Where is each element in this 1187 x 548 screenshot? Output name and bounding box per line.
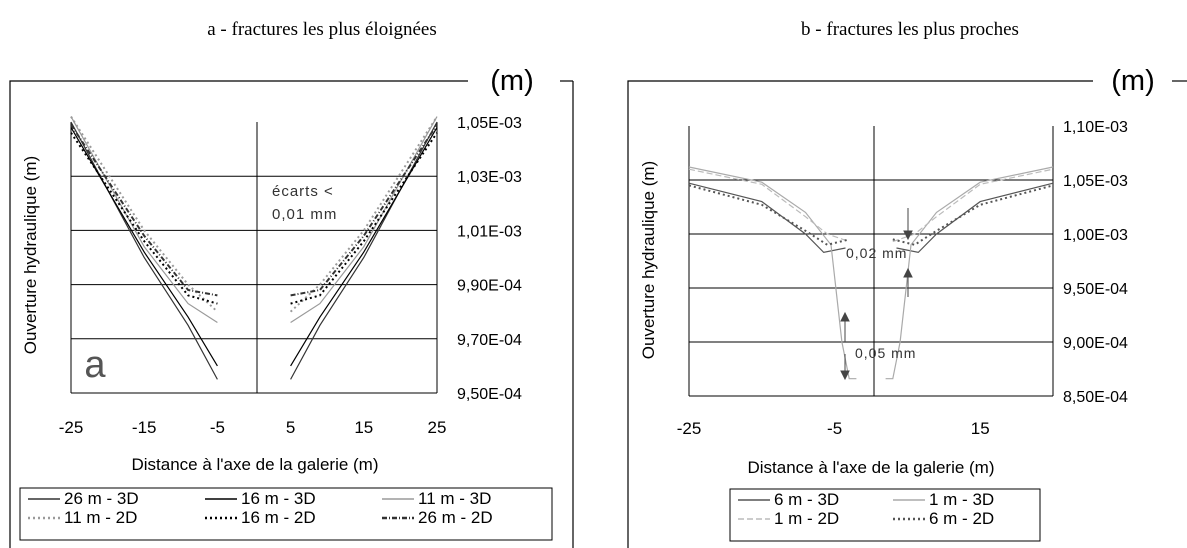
legend-box: [729, 488, 1041, 542]
annotation-002mm-arrows: [903, 208, 913, 297]
panel-a: a - fractures les plus éloignées (m) 9,5…: [9, 19, 574, 548]
legend-label: 16 m - 3D: [241, 489, 316, 508]
x-axis-label: Distance à l'axe de la galerie (m): [747, 458, 994, 477]
y-tick-label: 9,50E-04: [1063, 281, 1128, 298]
legend-label: 11 m - 3D: [418, 489, 491, 508]
y-tick-label: 8,50E-04: [1063, 389, 1128, 406]
series-line-b0-right: [896, 182, 1054, 254]
legend-label: 1 m - 3D: [929, 490, 994, 509]
legend-box: [19, 487, 553, 541]
y-tick-label: 1,05E-03: [457, 115, 522, 132]
y-tick-label: 1,01E-03: [457, 223, 522, 240]
y-axis-label: Ouverture hydraulique (m): [21, 156, 40, 354]
plot-b: 8,50E-04 9,00E-04 9,50E-04 1,00E-03 1,05E-03…: [639, 119, 1128, 477]
series-line-a4-left: [70, 132, 218, 305]
panel-a-unit-label: (m): [490, 65, 533, 97]
series-line-b1-left: [688, 166, 857, 380]
series-line-a3-left: [70, 116, 219, 313]
y-tick-label: 9,90E-04: [457, 278, 522, 295]
annotation-002mm: 0,02 mm: [846, 245, 907, 261]
plot-a: 9,50E-04 9,70E-04 9,90E-04 1,01E-03 1,03E-03…: [21, 115, 522, 474]
x-axis-label: Distance à l'axe de la galerie (m): [131, 455, 378, 474]
series-line-a5-left: [70, 124, 218, 297]
series-line-b3-right: [892, 184, 1054, 246]
panel-b-unit-label: (m): [1111, 65, 1154, 97]
y-tick-label: 9,70E-04: [457, 332, 522, 349]
legend-b: 6 m - 3D 1 m - 3D 1 m - 2D 6 m - 2D: [729, 488, 1041, 542]
legend-label: 6 m - 3D: [774, 490, 839, 509]
annotation-001mm: 0,01 mm: [272, 206, 337, 223]
legend-label: 26 m - 3D: [64, 489, 139, 508]
series-line-b3-left: [688, 184, 850, 246]
legend-label: 6 m - 2D: [929, 509, 994, 528]
series-line-b1-right: [885, 166, 1054, 380]
legend-label: 11 m - 2D: [64, 508, 137, 527]
series-line-b0-left: [688, 182, 846, 254]
annotation-005mm-arrows: [840, 311, 850, 381]
annotation-005mm: 0,05 mm: [855, 345, 916, 361]
y-tick-label: 1,05E-03: [1063, 173, 1128, 190]
series-line-a0-right: [290, 121, 438, 380]
x-tick-label: 25: [428, 418, 447, 437]
x-tick-label: -25: [677, 419, 702, 438]
legend-label: 16 m - 2D: [241, 508, 316, 527]
y-tick-label: 1,00E-03: [1063, 227, 1128, 244]
y-tick-label: 1,10E-03: [1063, 119, 1128, 136]
y-axis-label: Ouverture hydraulique (m): [639, 161, 658, 359]
series-line-a4-right: [290, 132, 438, 305]
y-tick-label: 9,50E-04: [457, 386, 522, 403]
x-tick-label: -5: [827, 419, 842, 438]
x-tick-label: 15: [354, 418, 373, 437]
x-tick-label: -15: [132, 418, 157, 437]
series-line-a5-right: [290, 124, 438, 297]
series-line-a0-left: [70, 121, 218, 380]
series-line-a1-left: [70, 127, 218, 367]
panel-b: b - fractures les plus proches (m) 8,50E…: [627, 19, 1187, 548]
x-tick-label: -25: [59, 418, 84, 437]
panel-b-frame: [627, 80, 1093, 548]
panel-a-frame: [9, 80, 468, 548]
panel-b-caption: b - fractures les plus proches: [801, 19, 1019, 40]
x-tick-label: 15: [971, 419, 990, 438]
annotation-ecarts: écarts <: [272, 183, 334, 200]
series-line-b2-left: [688, 168, 850, 243]
x-tick-label: 5: [286, 418, 295, 437]
panel-a-caption: a - fractures les plus éloignées: [207, 19, 437, 40]
y-tick-label: 9,00E-04: [1063, 335, 1128, 352]
panel-a-letter: a: [84, 344, 106, 386]
series-line-b2-right: [892, 168, 1054, 243]
y-tick-label: 1,03E-03: [457, 169, 522, 186]
series-line-a1-right: [290, 127, 438, 367]
x-tick-label: -5: [210, 418, 225, 437]
legend-a: 26 m - 3D 16 m - 3D 11 m - 3D 11 m - 2D 16 m…: [19, 487, 553, 541]
legend-label: 26 m - 2D: [418, 508, 493, 527]
legend-label: 1 m - 2D: [774, 509, 839, 528]
